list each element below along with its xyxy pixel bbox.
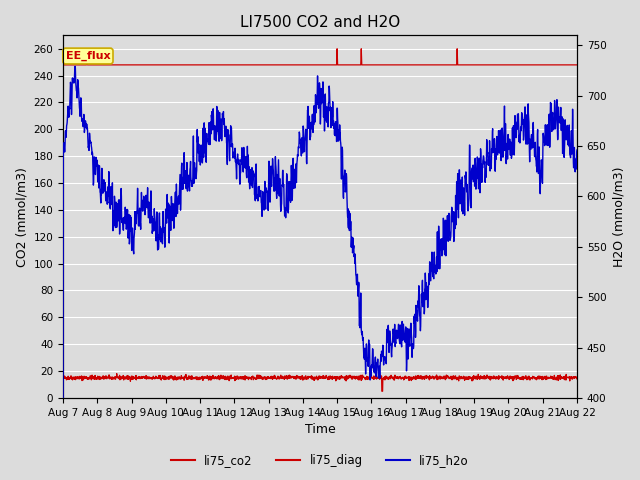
Y-axis label: H2O (mmol/m3): H2O (mmol/m3) [612,167,625,267]
Text: EE_flux: EE_flux [65,51,110,61]
Title: LI7500 CO2 and H2O: LI7500 CO2 and H2O [240,15,400,30]
X-axis label: Time: Time [305,423,335,436]
Legend: li75_co2, li75_diag, li75_h2o: li75_co2, li75_diag, li75_h2o [166,449,474,472]
Y-axis label: CO2 (mmol/m3): CO2 (mmol/m3) [15,167,28,266]
